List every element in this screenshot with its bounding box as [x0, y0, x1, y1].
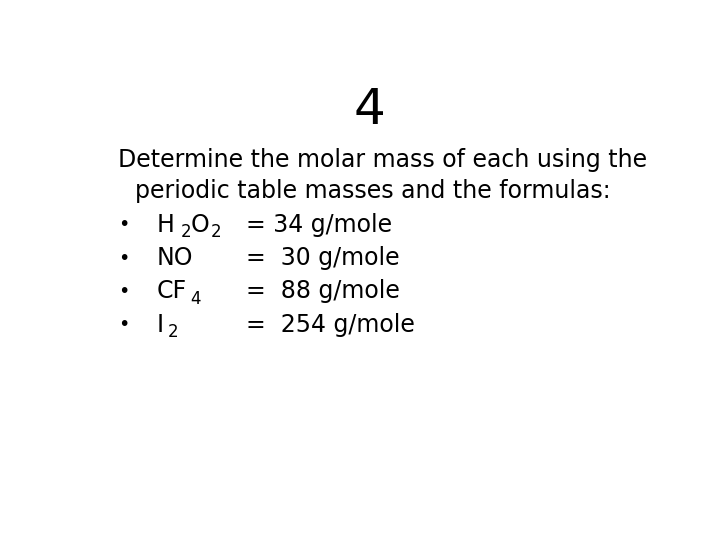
Text: periodic table masses and the formulas:: periodic table masses and the formulas: [135, 179, 611, 203]
Text: =  254 g/mole: = 254 g/mole [246, 313, 415, 336]
Text: •: • [118, 315, 130, 334]
Text: = 34 g/mole: = 34 g/mole [246, 213, 392, 237]
Text: •: • [118, 215, 130, 234]
Text: I: I [157, 313, 164, 336]
Text: =  30 g/mole: = 30 g/mole [246, 246, 400, 270]
Text: •: • [118, 248, 130, 268]
Text: 2: 2 [181, 224, 191, 241]
Text: •: • [118, 282, 130, 301]
Text: O: O [190, 213, 210, 237]
Text: 4: 4 [353, 85, 385, 133]
Text: NO: NO [157, 246, 194, 270]
Text: 2: 2 [168, 323, 179, 341]
Text: H: H [157, 213, 175, 237]
Text: 4: 4 [190, 290, 201, 308]
Text: 2: 2 [211, 224, 222, 241]
Text: CF: CF [157, 279, 187, 303]
Text: Determine the molar mass of each using the: Determine the molar mass of each using t… [118, 148, 647, 172]
Text: =  88 g/mole: = 88 g/mole [246, 279, 400, 303]
